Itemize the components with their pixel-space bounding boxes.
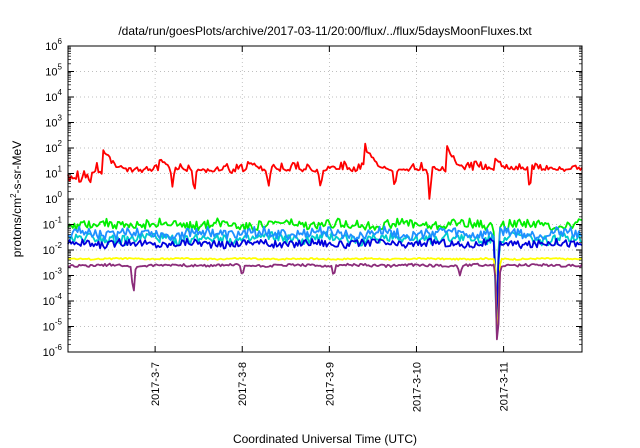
y-tick-label: 10-3 <box>43 267 63 283</box>
y-axis: 10-610-510-410-310-210-11001011021031041… <box>43 37 582 359</box>
y-tick-base: 10 <box>43 220 55 232</box>
y-tick-label: 10-5 <box>43 318 63 334</box>
y-tick-exponent: -3 <box>55 267 63 276</box>
x-tick-label: 2017-3-9 <box>324 362 336 406</box>
y-tick-base: 10 <box>45 118 57 130</box>
grid <box>68 46 582 352</box>
y-tick-base: 10 <box>45 194 57 206</box>
y-tick-exponent: -5 <box>55 318 63 327</box>
y-tick-base: 10 <box>43 322 55 334</box>
y-tick-exponent: -4 <box>55 292 63 301</box>
y-tick-label: 10-4 <box>43 292 63 308</box>
x-axis: 2017-3-7 2017-3-8 2017-3-9 2017-3-10 2017-3-… <box>150 46 511 412</box>
chart-title: /data/run/goesPlots/archive/2017-03-11/2… <box>118 24 532 38</box>
x-tick-label: 2017-3-7 <box>150 362 162 406</box>
y-tick-exponent: 5 <box>58 63 63 72</box>
y-tick-label: 100 <box>45 190 62 206</box>
x-tick-label: 2017-3-8 <box>237 362 249 406</box>
series-line <box>67 142 583 200</box>
y-tick-exponent: 4 <box>58 88 63 97</box>
y-tick-label: 105 <box>45 63 62 79</box>
y-tick-base: 10 <box>45 67 57 79</box>
y-tick-base: 10 <box>43 347 55 359</box>
y-tick-base: 10 <box>45 143 57 155</box>
y-axis-title-prefix: protons/cm <box>10 198 24 257</box>
y-tick-exponent: 2 <box>58 139 63 148</box>
y-tick-exponent: 3 <box>58 114 63 123</box>
y-axis-title: protons/cm2-s-sr-MeV <box>9 141 24 257</box>
y-tick-label: 10-1 <box>43 216 63 232</box>
x-tick-label: 2017-3-10 <box>411 362 423 412</box>
y-tick-label: 10-2 <box>43 241 63 257</box>
y-tick-exponent: 1 <box>58 165 63 174</box>
y-tick-base: 10 <box>45 41 57 53</box>
y-tick-exponent: 0 <box>58 190 63 199</box>
y-tick-base: 10 <box>43 296 55 308</box>
y-tick-label: 101 <box>45 165 62 181</box>
y-tick-label: 104 <box>45 88 62 104</box>
y-tick-base: 10 <box>43 245 55 257</box>
x-axis-title: Coordinated Universal Time (UTC) <box>233 432 417 446</box>
y-tick-exponent: -6 <box>55 343 63 352</box>
y-tick-label: 106 <box>45 37 62 53</box>
y-tick-exponent: 6 <box>58 37 63 46</box>
y-tick-exponent: -1 <box>55 216 63 225</box>
y-tick-label: 10-6 <box>43 343 63 359</box>
y-tick-label: 102 <box>45 139 62 155</box>
y-tick-base: 10 <box>45 169 57 181</box>
y-axis-title-suffix: -s-sr-MeV <box>10 141 24 194</box>
y-tick-exponent: -2 <box>55 241 63 250</box>
y-tick-label: 103 <box>45 114 62 130</box>
series-line <box>67 262 583 341</box>
y-tick-base: 10 <box>43 271 55 283</box>
y-axis-title-sup: 2 <box>9 193 18 198</box>
x-tick-label: 2017-3-11 <box>499 362 511 411</box>
series-group <box>67 142 583 341</box>
y-tick-base: 10 <box>45 92 57 104</box>
